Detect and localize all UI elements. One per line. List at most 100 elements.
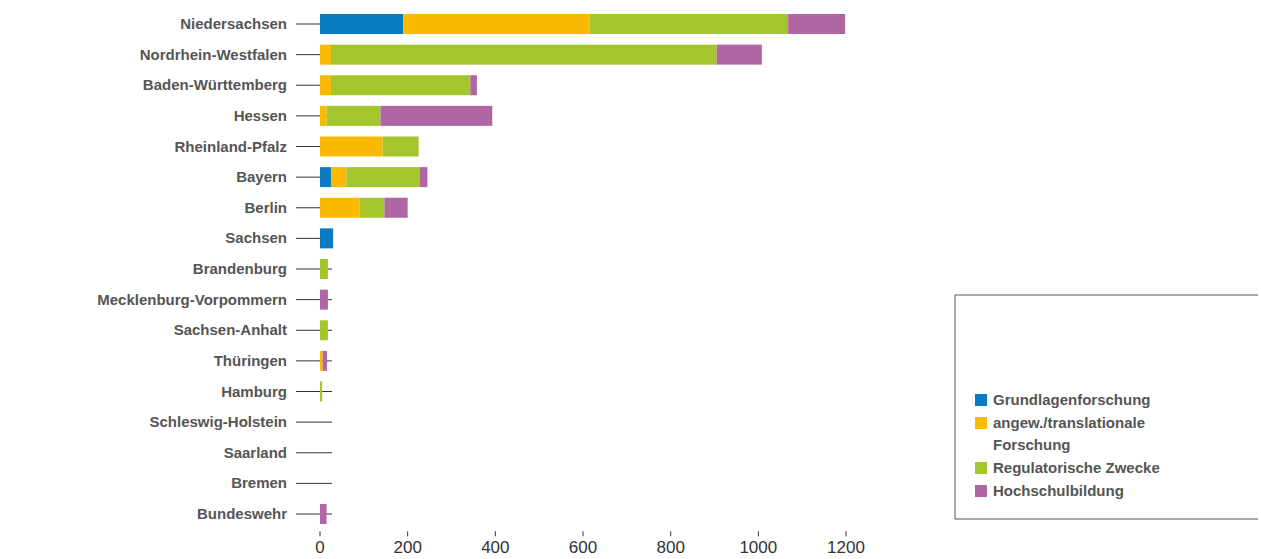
bar-segment [590, 14, 789, 34]
bar-segment [320, 473, 321, 493]
bar-segment [320, 320, 328, 340]
bar-segment [327, 106, 381, 126]
category-tick [296, 422, 332, 423]
bar-segment [331, 45, 717, 65]
bar-segment [788, 14, 845, 34]
bar-segment [320, 473, 321, 493]
bar-segment [320, 167, 331, 187]
bar-segment [320, 259, 328, 279]
bar-segment [333, 228, 334, 248]
category-label: Hessen [234, 107, 287, 124]
bar-segment [333, 228, 334, 248]
x-tick [407, 531, 408, 536]
bar-segment [331, 75, 470, 95]
bar-segment [320, 106, 327, 126]
x-tick-label: 1200 [827, 538, 865, 557]
bar-segment [470, 75, 477, 95]
bar-segment [333, 228, 334, 248]
category-labels: Niedersachsen Nordrhein-Westfalen Baden-Wü… [97, 15, 287, 522]
bar-segment [320, 443, 321, 463]
category-label: Thüringen [214, 352, 287, 369]
bar-segment [320, 75, 331, 95]
bar-segment [320, 228, 333, 248]
bar-segment [384, 198, 407, 218]
category-label: Rheinland-Pfalz [174, 138, 287, 155]
bar-segment [320, 443, 321, 463]
bar-segment [383, 137, 419, 157]
bars [320, 14, 845, 524]
x-tick [583, 531, 584, 536]
legend-border [955, 295, 956, 519]
category-label: Bundeswehr [197, 505, 287, 522]
category-label: Niedersachsen [180, 15, 287, 32]
chart: Niedersachsen Nordrhein-Westfalen Baden-Wü… [0, 0, 1261, 559]
bar-segment [320, 290, 328, 310]
bar-segment [320, 412, 321, 432]
bar-segment [322, 382, 323, 402]
bar-segment [359, 198, 384, 218]
x-tick-label: 0 [315, 538, 324, 557]
bar-segment [323, 351, 327, 371]
legend-label: Hochschulbildung [993, 482, 1124, 499]
x-tick [495, 531, 496, 536]
bar-segment [418, 137, 419, 157]
category-label: Schleswig-Holstein [149, 413, 287, 430]
bar-segment [327, 320, 328, 340]
legend-swatch [975, 394, 987, 406]
category-label: Berlin [244, 199, 287, 216]
category-label: Sachsen-Anhalt [174, 321, 287, 338]
x-tick-label: 200 [393, 538, 421, 557]
bar-segment [320, 412, 321, 432]
legend-border [955, 295, 1258, 296]
legend-label: Grundlagenforschung [993, 391, 1151, 408]
category-label: Bayern [236, 168, 287, 185]
x-tick-label: 400 [481, 538, 509, 557]
legend: Grundlagenforschung angew./translationale… [955, 295, 1258, 519]
category-label: Mecklenburg-Vorpommern [97, 291, 287, 308]
bar-segment [320, 412, 321, 432]
bar-segment [331, 167, 346, 187]
category-label: Bremen [231, 474, 287, 491]
x-tick [758, 531, 759, 536]
x-tick [846, 531, 847, 536]
category-tick [296, 452, 332, 453]
bar-segment [320, 504, 327, 524]
legend-swatch [975, 417, 987, 429]
legend-swatch [975, 462, 987, 474]
bar-segment [380, 106, 492, 126]
bar-segment [320, 45, 331, 65]
x-axis: 0 200 400 600 800 1000 1200 [315, 531, 865, 557]
bar-segment [403, 14, 589, 34]
category-label: Hamburg [221, 383, 287, 400]
legend-swatch [975, 485, 987, 497]
bar-segment [320, 351, 323, 371]
bar-segment [327, 259, 328, 279]
bar-segment [320, 443, 321, 463]
bar-segment [320, 137, 383, 157]
category-label: Baden-Württemberg [143, 76, 287, 93]
bar-segment [320, 14, 403, 34]
category-tick [296, 391, 332, 392]
bar-segment [320, 198, 359, 218]
bar-segment [320, 443, 321, 463]
category-tick [296, 514, 332, 515]
category-label: Saarland [224, 444, 287, 461]
category-tick [296, 483, 332, 484]
bar-segment [320, 412, 321, 432]
bar-segment [320, 473, 321, 493]
x-tick-label: 1000 [739, 538, 777, 557]
x-tick [320, 531, 321, 536]
legend-label: angew./translationaleForschung [993, 414, 1145, 453]
category-label: Sachsen [225, 229, 287, 246]
category-label: Brandenburg [193, 260, 287, 277]
bar-segment [320, 473, 321, 493]
bar-segment [346, 167, 420, 187]
category-label: Nordrhein-Westfalen [140, 46, 287, 63]
bar-segment [420, 167, 427, 187]
category-ticks [296, 24, 332, 514]
x-tick-label: 600 [569, 538, 597, 557]
x-tick-label: 800 [656, 538, 684, 557]
x-tick [670, 531, 671, 536]
legend-border [955, 519, 1258, 520]
legend-label: Regulatorische Zwecke [993, 459, 1160, 476]
